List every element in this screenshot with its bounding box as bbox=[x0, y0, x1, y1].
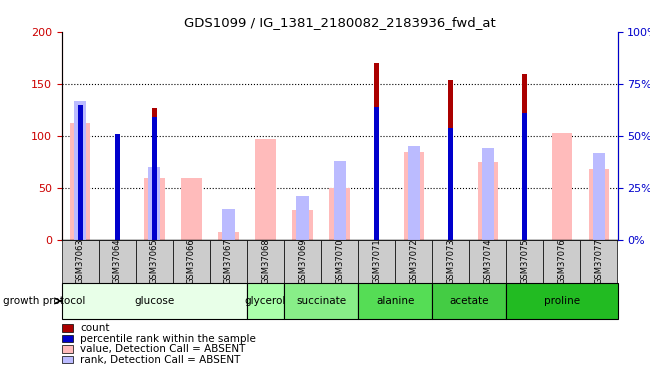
Text: alanine: alanine bbox=[376, 296, 415, 306]
Bar bbox=[374, 63, 379, 240]
Bar bbox=[358, 240, 395, 283]
Bar bbox=[330, 188, 350, 240]
Bar bbox=[296, 196, 309, 240]
Text: GSM37073: GSM37073 bbox=[447, 239, 455, 284]
Bar bbox=[523, 74, 527, 240]
Bar bbox=[292, 210, 313, 240]
Bar bbox=[284, 240, 321, 283]
Bar bbox=[432, 240, 469, 283]
Bar bbox=[404, 152, 424, 240]
Text: GSM37068: GSM37068 bbox=[261, 239, 270, 284]
Bar bbox=[62, 240, 99, 283]
Bar bbox=[321, 240, 358, 283]
Bar bbox=[469, 240, 506, 283]
Bar bbox=[482, 148, 494, 240]
Text: GSM37066: GSM37066 bbox=[187, 239, 196, 284]
Text: glycerol: glycerol bbox=[245, 296, 286, 306]
Bar bbox=[432, 283, 506, 319]
Text: GSM37069: GSM37069 bbox=[298, 239, 307, 284]
Bar bbox=[448, 80, 453, 240]
Bar bbox=[284, 283, 358, 319]
Title: GDS1099 / IG_1381_2180082_2183936_fwd_at: GDS1099 / IG_1381_2180082_2183936_fwd_at bbox=[184, 16, 495, 29]
Text: percentile rank within the sample: percentile rank within the sample bbox=[80, 334, 256, 344]
Bar bbox=[589, 169, 609, 240]
Bar bbox=[523, 113, 527, 240]
Text: GSM37074: GSM37074 bbox=[484, 239, 492, 284]
Bar bbox=[358, 283, 432, 319]
Bar bbox=[152, 117, 157, 240]
Text: value, Detection Call = ABSENT: value, Detection Call = ABSENT bbox=[80, 344, 245, 354]
Text: succinate: succinate bbox=[296, 296, 346, 306]
Text: GSM37065: GSM37065 bbox=[150, 239, 159, 284]
Bar bbox=[210, 240, 247, 283]
Bar bbox=[593, 153, 605, 240]
Text: acetate: acetate bbox=[450, 296, 489, 306]
Bar bbox=[218, 232, 239, 240]
Bar bbox=[74, 100, 86, 240]
Bar bbox=[136, 240, 173, 283]
Bar bbox=[148, 167, 161, 240]
Text: GSM37064: GSM37064 bbox=[113, 239, 122, 284]
Bar bbox=[333, 161, 346, 240]
Text: rank, Detection Call = ABSENT: rank, Detection Call = ABSENT bbox=[80, 355, 240, 364]
Bar bbox=[62, 283, 247, 319]
Bar bbox=[70, 123, 90, 240]
Bar bbox=[506, 283, 618, 319]
Bar bbox=[580, 240, 618, 283]
Bar bbox=[144, 178, 164, 240]
Bar bbox=[552, 133, 572, 240]
Text: GSM37063: GSM37063 bbox=[76, 239, 85, 284]
Text: proline: proline bbox=[544, 296, 580, 306]
Bar bbox=[78, 105, 83, 240]
Bar bbox=[395, 240, 432, 283]
Bar bbox=[374, 107, 379, 240]
Bar bbox=[181, 178, 202, 240]
Bar bbox=[78, 136, 83, 240]
Bar bbox=[247, 283, 284, 319]
Bar bbox=[173, 240, 210, 283]
Bar bbox=[255, 139, 276, 240]
Bar bbox=[152, 108, 157, 240]
Text: growth protocol: growth protocol bbox=[3, 296, 86, 306]
Bar bbox=[478, 162, 498, 240]
Bar bbox=[115, 136, 120, 240]
Text: GSM37070: GSM37070 bbox=[335, 239, 344, 284]
Bar bbox=[448, 128, 453, 240]
Bar bbox=[222, 209, 235, 240]
Text: GSM37076: GSM37076 bbox=[558, 239, 566, 284]
Text: GSM37075: GSM37075 bbox=[521, 239, 529, 284]
Bar bbox=[115, 134, 120, 240]
Text: count: count bbox=[80, 323, 109, 333]
Bar bbox=[543, 240, 580, 283]
Bar bbox=[506, 240, 543, 283]
Bar bbox=[408, 146, 420, 240]
Text: GSM37077: GSM37077 bbox=[595, 239, 603, 284]
Text: GSM37072: GSM37072 bbox=[410, 239, 418, 284]
Bar bbox=[247, 240, 284, 283]
Text: glucose: glucose bbox=[135, 296, 174, 306]
Bar bbox=[99, 240, 136, 283]
Text: GSM37071: GSM37071 bbox=[372, 239, 381, 284]
Text: GSM37067: GSM37067 bbox=[224, 239, 233, 284]
